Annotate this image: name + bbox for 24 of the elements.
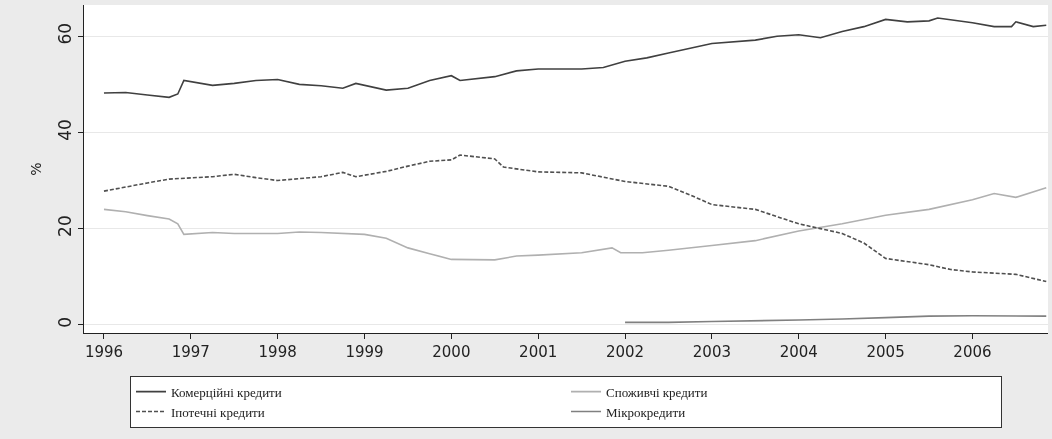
line-series — [103, 186, 1048, 261]
x-tick-label: 2006 — [953, 343, 992, 361]
line-series — [624, 314, 1048, 324]
x-tick-label: 1998 — [258, 343, 297, 361]
x-tick-label: 1999 — [345, 343, 384, 361]
y-tick-label: 0 — [55, 316, 76, 328]
x-tick-label: 2005 — [866, 343, 905, 361]
legend-label: Споживчі кредити — [606, 384, 708, 400]
x-tick-label: 1997 — [171, 343, 210, 361]
legend-label: Комерційні кредити — [171, 384, 282, 400]
x-tick-label: 2000 — [432, 343, 471, 361]
line-series — [103, 17, 1048, 99]
y-tick-label: 60 — [55, 22, 76, 45]
line-series — [103, 154, 1048, 283]
x-tick-label: 2003 — [692, 343, 731, 361]
x-tick-label: 1996 — [84, 343, 124, 361]
y-tick-label: 40 — [55, 119, 76, 141]
x-tick-label: 2002 — [605, 343, 645, 361]
x-tick-label: 2004 — [779, 343, 818, 361]
legend-label: Мікрокредити — [606, 404, 686, 420]
y-axis-title: % — [27, 162, 44, 176]
legend-label: Іпотечні кредити — [171, 404, 265, 420]
y-tick-label: 20 — [55, 215, 76, 237]
x-tick-label: 2001 — [519, 343, 558, 361]
